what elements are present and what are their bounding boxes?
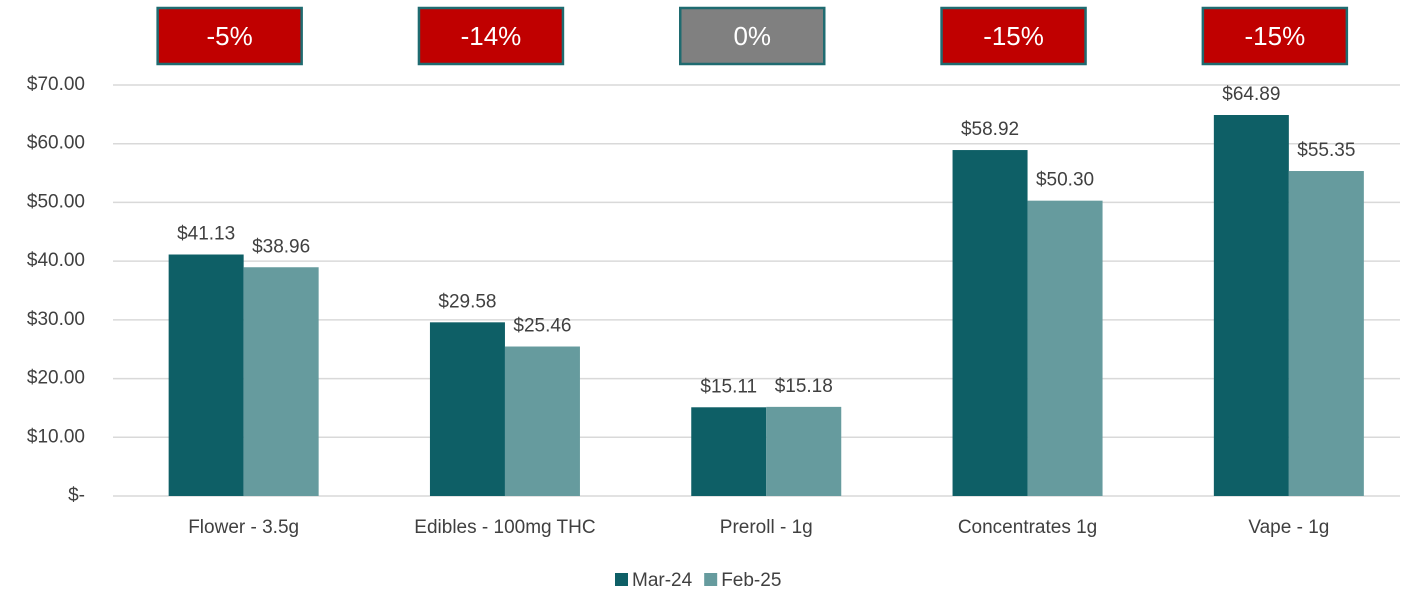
data-label: $15.11 xyxy=(700,376,757,397)
data-label: $29.58 xyxy=(438,291,496,312)
change-badge xyxy=(1201,6,1349,66)
bar xyxy=(691,407,767,496)
bar xyxy=(1213,115,1289,497)
bar xyxy=(766,406,842,496)
y-tick-label: $20.00 xyxy=(27,368,85,389)
bar xyxy=(1027,200,1103,496)
y-tick-label: $30.00 xyxy=(27,309,85,330)
change-label: -15% xyxy=(1244,21,1305,51)
x-tick-label: Concentrates 1g xyxy=(958,517,1097,538)
bar xyxy=(168,254,244,496)
x-tick-label: Vape - 1g xyxy=(1248,517,1329,538)
change-label: -15% xyxy=(983,21,1044,51)
data-label: $41.13 xyxy=(177,224,235,245)
data-label: $58.92 xyxy=(961,119,1019,140)
legend-label: Feb-25 xyxy=(721,570,781,591)
data-label: $38.96 xyxy=(252,236,310,257)
bar xyxy=(952,150,1028,497)
data-label: $55.35 xyxy=(1297,140,1355,161)
y-tick-label: $60.00 xyxy=(27,133,85,154)
change-label: -5% xyxy=(207,21,253,51)
change-label: 0% xyxy=(733,21,771,51)
y-tick-label: $- xyxy=(68,485,85,506)
data-label: $64.89 xyxy=(1222,84,1280,105)
bar xyxy=(243,267,319,496)
y-tick-label: $10.00 xyxy=(27,426,85,447)
bar xyxy=(1288,171,1364,497)
bar xyxy=(429,322,505,496)
y-tick-label: $40.00 xyxy=(27,250,85,271)
change-badge xyxy=(156,6,303,66)
change-badge xyxy=(417,6,565,66)
x-tick-label: Edibles - 100mg THC xyxy=(414,517,595,538)
data-label: $50.30 xyxy=(1036,170,1094,191)
legend-label: Mar-24 xyxy=(632,570,693,591)
data-label: $15.18 xyxy=(775,376,833,397)
x-tick-label: Flower - 3.5g xyxy=(188,517,299,538)
change-label: -14% xyxy=(461,21,522,51)
data-label: $25.46 xyxy=(513,316,571,337)
legend-swatch xyxy=(704,573,718,586)
y-tick-label: $50.00 xyxy=(27,191,85,212)
legend-swatch xyxy=(615,573,628,586)
y-tick-label: $70.00 xyxy=(27,74,85,95)
change-badge xyxy=(679,6,826,66)
x-tick-label: Preroll - 1g xyxy=(720,517,813,538)
change-badge xyxy=(940,6,1087,66)
bar xyxy=(504,346,580,496)
